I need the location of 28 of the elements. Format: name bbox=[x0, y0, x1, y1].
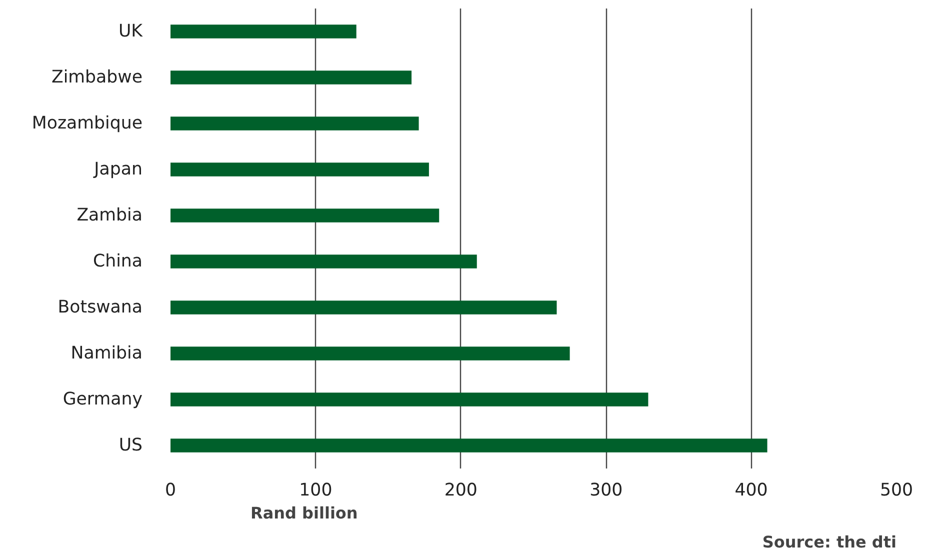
y-tick-label: Zimbabwe bbox=[51, 68, 142, 88]
x-tick-label: 100 bbox=[299, 480, 332, 500]
y-tick-label: Japan bbox=[93, 160, 143, 180]
x-axis-title: Rand billion bbox=[250, 504, 358, 522]
bar bbox=[170, 254, 477, 268]
x-tick-label: 0 bbox=[164, 480, 176, 500]
x-tick-label: 500 bbox=[880, 480, 914, 500]
bar bbox=[170, 438, 768, 452]
x-tick-label: 200 bbox=[444, 480, 478, 500]
y-tick-label: UK bbox=[118, 22, 144, 42]
bar bbox=[170, 392, 648, 406]
y-tick-label: Namibia bbox=[70, 344, 143, 364]
y-tick-label: Mozambique bbox=[32, 114, 143, 134]
bar bbox=[170, 116, 419, 130]
bar bbox=[170, 208, 440, 222]
bar bbox=[170, 300, 557, 314]
y-tick-label: Germany bbox=[62, 390, 143, 410]
y-tick-label: China bbox=[93, 252, 143, 272]
y-tick-label: US bbox=[118, 436, 143, 456]
y-tick-label: Zambia bbox=[76, 206, 143, 226]
bar bbox=[170, 24, 356, 38]
y-tick-label: Botswana bbox=[58, 298, 142, 318]
bar bbox=[170, 70, 412, 84]
source-note: Source: the dti bbox=[762, 532, 897, 552]
bar bbox=[170, 346, 570, 360]
x-tick-label: 300 bbox=[590, 480, 623, 500]
bar bbox=[170, 162, 429, 176]
x-tick-label: 400 bbox=[734, 480, 768, 500]
